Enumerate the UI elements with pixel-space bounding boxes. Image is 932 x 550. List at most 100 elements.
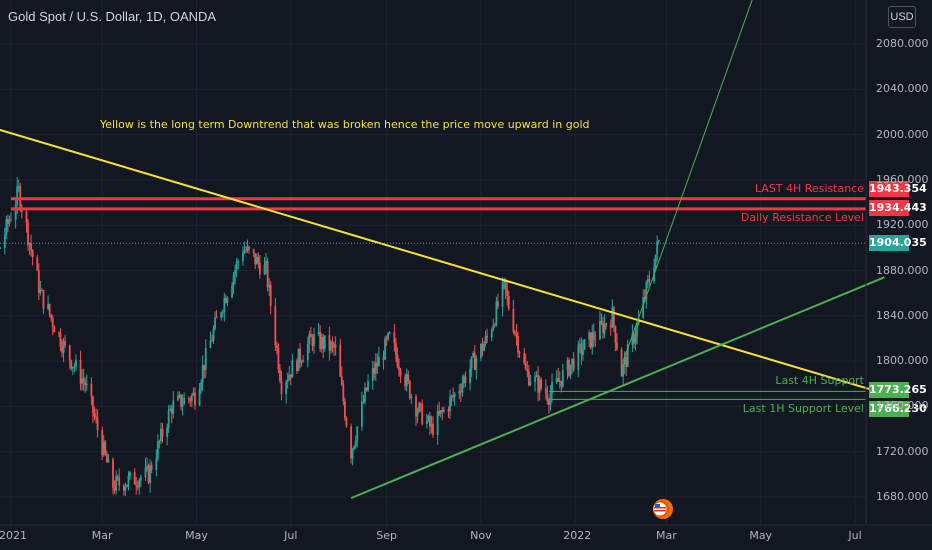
candle-body: [183, 398, 186, 405]
x-tick-label: 2022: [563, 529, 592, 542]
flag-icon[interactable]: [652, 498, 674, 520]
candle-body: [232, 275, 235, 286]
candle-body: [493, 324, 496, 326]
level-price-tag: 1934.443: [869, 200, 927, 216]
candle-body: [480, 344, 482, 358]
candle-body: [544, 388, 547, 394]
candle-body: [296, 360, 298, 371]
candle-body: [39, 289, 42, 293]
candle-body: [492, 324, 495, 330]
x-tick-label: Mar: [656, 529, 677, 542]
candle-body: [483, 344, 485, 351]
candle-body: [353, 445, 356, 449]
candle-body: [526, 369, 529, 372]
candle-body: [189, 398, 192, 402]
candle-body: [288, 374, 291, 380]
y-tick-label: 1680.000: [876, 490, 929, 503]
candle-body: [311, 337, 314, 346]
y-tick-label: 1880.000: [876, 263, 929, 277]
candle-body: [517, 335, 519, 353]
candle-body: [568, 359, 570, 376]
candle-body: [172, 400, 175, 414]
candle-body: [155, 458, 158, 470]
candle-body: [124, 486, 127, 491]
candle-body: [14, 205, 17, 220]
candle-body: [0, 247, 2, 249]
candle-body: [166, 427, 169, 437]
candle-body: [450, 395, 453, 398]
candle-body: [399, 369, 402, 377]
candle-body: [279, 369, 281, 381]
candle-body: [475, 357, 478, 370]
candle-body: [53, 326, 56, 333]
candle-body: [571, 358, 574, 365]
candle-body: [7, 219, 9, 224]
candle-body: [58, 332, 60, 334]
uptrend-line[interactable]: [350, 276, 885, 500]
candle-body: [156, 441, 159, 459]
candle-body: [70, 360, 73, 369]
x-tick-label: Nov: [470, 529, 492, 542]
candle-body: [367, 380, 369, 391]
candle-body: [441, 410, 444, 412]
candle-body: [572, 358, 575, 370]
candle-body: [395, 343, 397, 356]
y-tick-label: 1800.000: [876, 354, 929, 368]
last-price-tag: 1904.035: [869, 235, 927, 252]
candle-body: [354, 441, 357, 446]
candle-body: [178, 394, 181, 396]
candle-body: [192, 392, 195, 396]
candle-body: [269, 284, 272, 307]
candle-body: [302, 360, 305, 363]
candle-body: [634, 336, 637, 344]
downtrend-line[interactable]: [0, 107, 879, 393]
candles: [0, 176, 660, 496]
candle-body: [405, 374, 408, 387]
symbol-title[interactable]: Gold Spot / U.S. Dollar, 1D, OANDA: [8, 9, 217, 24]
candle-body: [561, 370, 564, 387]
candle-body: [600, 320, 603, 323]
candle-body: [472, 353, 475, 357]
candle-body: [524, 363, 527, 370]
candle-body: [64, 341, 67, 346]
candle-body: [167, 410, 170, 428]
candle-body: [430, 423, 433, 427]
candle-body: [41, 289, 43, 291]
candle-body: [350, 426, 352, 459]
candle-body: [396, 355, 399, 367]
candle-body: [82, 378, 85, 382]
candle-body: [234, 269, 237, 276]
candle-body: [104, 441, 107, 454]
candle-body: [170, 408, 173, 414]
candle-body: [211, 340, 213, 342]
candle-body: [589, 332, 592, 348]
candle-body: [481, 344, 484, 351]
candle-body: [569, 364, 572, 376]
candle-body: [364, 387, 366, 403]
candle-body: [360, 401, 363, 427]
candle-body: [203, 365, 206, 371]
candle-body: [371, 368, 374, 381]
candle-body: [122, 485, 125, 491]
candle-body: [17, 186, 20, 188]
projection-line[interactable]: [622, 0, 761, 362]
candle-body: [588, 332, 591, 340]
candle-body: [356, 426, 359, 442]
candle-body: [90, 383, 93, 397]
candle-body: [438, 411, 441, 415]
candle-body: [418, 403, 420, 412]
candle-body: [266, 261, 269, 288]
candle-body: [30, 243, 32, 251]
candle-body: [515, 333, 518, 336]
candle-body: [548, 400, 550, 405]
candle-body: [473, 353, 476, 370]
candle-body: [599, 320, 601, 340]
candle-body: [214, 317, 216, 329]
candle-body: [529, 381, 532, 386]
candle-body: [452, 395, 454, 398]
candle-body: [160, 428, 162, 441]
candle-body: [447, 409, 450, 412]
x-tick-label: May: [185, 529, 208, 542]
currency-button[interactable]: USD: [888, 6, 916, 28]
